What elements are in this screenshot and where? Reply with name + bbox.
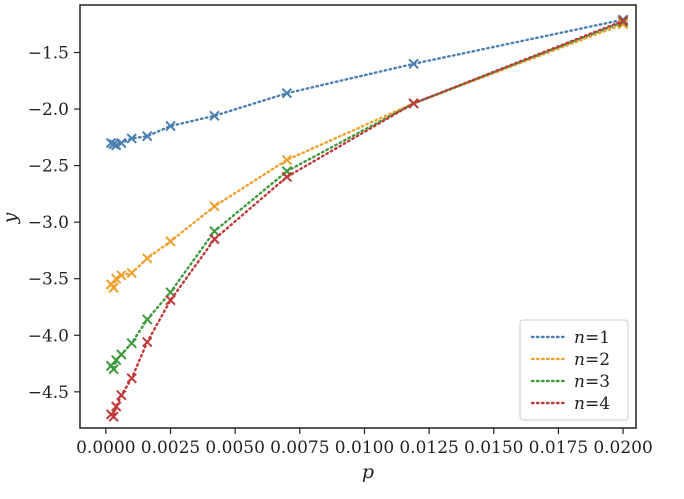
data-point [142,253,153,264]
x-tick-label: 0.0075 [270,438,329,458]
data-point [281,171,293,183]
data-point [209,201,220,212]
y-tick-label: −1.5 [28,44,69,64]
data-point [165,294,176,306]
data-point [108,282,119,293]
data-point [617,15,629,27]
data-point [408,58,419,70]
x-tick-label: 0.0150 [464,438,523,458]
data-point [126,373,137,384]
legend-box [519,319,629,421]
data-point [165,120,176,132]
data-point [108,363,119,375]
x-tick-label: 0.0000 [76,438,135,458]
legend: n=1n=2n=3n=4 [519,319,629,421]
y-tick-label: −3.0 [28,213,69,233]
data-point [110,401,122,412]
data-point [142,314,153,325]
data-point [142,336,153,348]
x-tick-label: 0.0200 [593,438,652,458]
data-point [209,233,220,245]
data-point [281,88,293,99]
data-point [116,349,127,360]
plot-frame [79,4,637,429]
data-point [126,267,137,279]
series-line-1 [109,18,625,147]
y-tick-label: −2.0 [28,100,69,120]
y-tick-label: −2.5 [28,157,69,177]
y-tick-label: −3.5 [28,270,69,290]
data-point [116,137,127,149]
legend-label: n=3 [574,372,610,392]
x-tick-label: 0.0025 [141,438,200,458]
ticks-layer: 0.0000 0.0025 0.0050 0.0075 0.0100 0.0125 0.01… [28,44,653,458]
y-tick-label: −4.0 [28,326,69,346]
x-tick-label: 0.0175 [529,438,588,458]
data-point [281,154,293,166]
series-2 [105,19,629,293]
data-point [105,137,117,149]
legend-label: n=1 [574,328,610,348]
data-point [108,411,119,422]
x-tick-label: 0.0050 [205,438,264,458]
data-point [126,337,137,349]
x-tick-label: 0.0100 [335,438,394,458]
data-point [617,19,629,30]
data-point [408,98,419,109]
series-4 [105,15,629,422]
legend-label: n=4 [574,394,610,414]
data-point [209,225,220,237]
data-point [110,273,122,284]
data-point [142,130,153,142]
data-point [126,133,137,144]
y-tick-label: −4.5 [28,383,69,403]
legend-label: n=2 [574,350,610,370]
series-line-2 [109,23,625,291]
data-point [165,236,176,247]
x-tick-label: 0.0125 [399,438,458,458]
data-point [116,389,127,401]
data-point [110,140,122,151]
x-axis-label: p [362,461,374,483]
series-layer [105,14,629,422]
data-point [116,270,127,281]
y-axis-label: y [0,212,21,224]
data-point [209,110,220,122]
